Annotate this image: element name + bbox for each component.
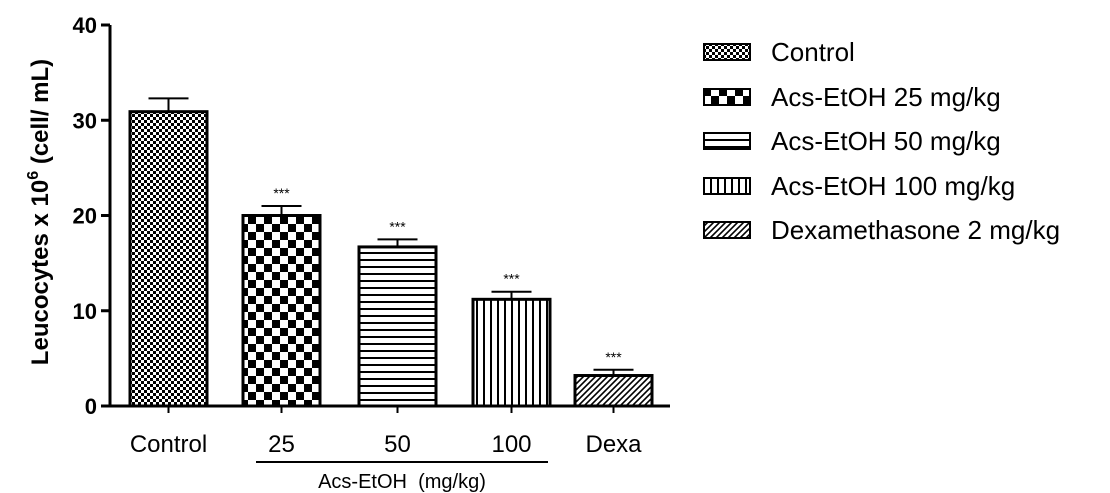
x-tick-label: Control: [130, 431, 207, 458]
significance-label: ***: [273, 185, 290, 201]
legend-swatch: [703, 221, 751, 240]
legend-label: Dexamethasone 2 mg/kg: [771, 215, 1061, 246]
y-tick-label: 20: [73, 204, 97, 229]
y-axis-label: Leucocytes x 106 (cell/ mL): [25, 59, 54, 365]
significance-label: ***: [503, 271, 520, 287]
legend-swatch: [703, 132, 751, 151]
legend-item-dexamethasone: Dexamethasone 2 mg/kg: [703, 208, 1060, 253]
legend-item-acs-etoh-100: Acs-EtOH 100 mg/kg: [703, 164, 1060, 209]
bar: [573, 374, 654, 408]
legend-label: Control: [771, 37, 855, 68]
bar: [357, 245, 438, 408]
legend-swatch: [703, 43, 751, 62]
x-tick-label: 100: [491, 431, 531, 458]
significance-label: ***: [389, 218, 406, 234]
y-tick-label: 10: [73, 299, 97, 324]
legend-swatch: [703, 87, 751, 106]
bar: [128, 110, 209, 408]
legend-item-acs-etoh-25: Acs-EtOH 25 mg/kg: [703, 75, 1060, 120]
legend-swatch: [703, 176, 751, 195]
legend-label: Acs-EtOH 100 mg/kg: [771, 170, 1016, 201]
bar: [241, 214, 322, 408]
legend-label: Acs-EtOH 25 mg/kg: [771, 81, 1001, 112]
y-tick-label: 30: [73, 108, 97, 133]
y-tick-label: 0: [85, 394, 97, 419]
y-tick-label: 40: [73, 13, 97, 38]
significance-label: ***: [605, 349, 622, 365]
legend-label: Acs-EtOH 50 mg/kg: [771, 126, 1001, 157]
bar: [471, 297, 552, 408]
axes: 0 10 20 30 40: [73, 13, 670, 419]
x-tick-label: Dexa: [585, 431, 642, 458]
legend: Control Acs-EtOH 25 mg/kg Acs-EtOH 50 mg…: [703, 30, 1060, 253]
group-label: Acs-EtOH (mg/kg): [318, 471, 486, 493]
x-tick-label: 50: [384, 431, 411, 458]
legend-item-control: Control: [703, 30, 1060, 75]
legend-item-acs-etoh-50: Acs-EtOH 50 mg/kg: [703, 119, 1060, 164]
x-tick-label: 25: [268, 431, 295, 458]
bars: Control *** 25 *** 50 *** 100 *** Dexa: [128, 97, 654, 458]
